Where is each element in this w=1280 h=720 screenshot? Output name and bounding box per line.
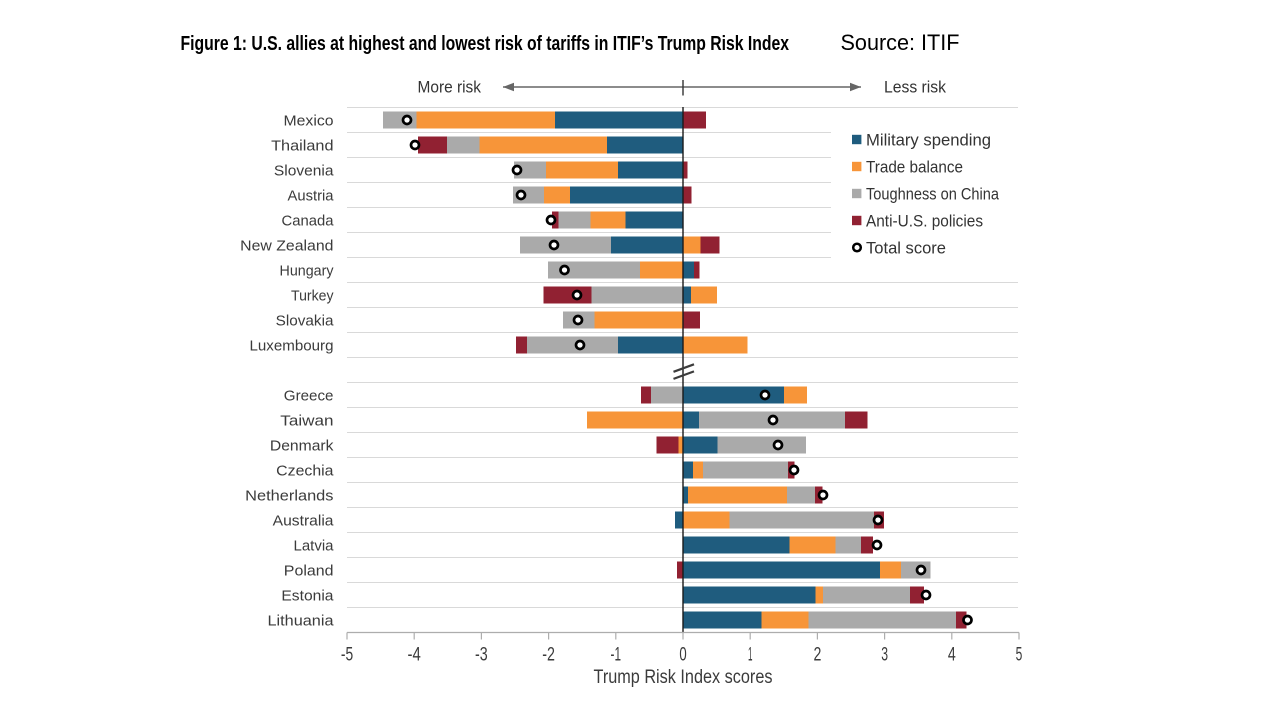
svg-text:Czechia: Czechia	[276, 462, 334, 479]
svg-text:2: 2	[813, 645, 821, 666]
svg-text:Trade balance: Trade balance	[866, 158, 963, 177]
svg-text:Total score: Total score	[866, 239, 946, 258]
svg-text:Austria: Austria	[288, 187, 335, 204]
svg-text:Latvia: Latvia	[294, 537, 335, 554]
svg-text:Denmark: Denmark	[270, 437, 334, 454]
svg-text:Trump Risk Index scores: Trump Risk Index scores	[594, 667, 773, 688]
svg-text:Australia: Australia	[273, 512, 334, 529]
svg-text:Slovakia: Slovakia	[276, 312, 334, 329]
svg-text:Greece: Greece	[284, 387, 334, 404]
svg-text:Lithuania: Lithuania	[268, 612, 335, 629]
svg-text:4: 4	[948, 645, 956, 666]
svg-text:-5: -5	[341, 645, 353, 666]
svg-text:New Zealand: New Zealand	[240, 237, 333, 254]
svg-text:1: 1	[748, 645, 753, 666]
svg-text:Canada: Canada	[282, 212, 335, 229]
svg-text:Turkey: Turkey	[291, 287, 334, 304]
svg-text:Toughness on China: Toughness on China	[866, 185, 999, 204]
svg-text:More risk: More risk	[418, 78, 482, 97]
svg-text:Taiwan: Taiwan	[280, 412, 333, 429]
svg-text:Military spending: Military spending	[866, 131, 991, 150]
svg-text:Netherlands: Netherlands	[245, 487, 333, 504]
svg-text:Source: ITIF: Source: ITIF	[841, 30, 960, 55]
svg-text:5: 5	[1016, 645, 1023, 666]
svg-text:Hungary: Hungary	[280, 262, 334, 279]
svg-text:Mexico: Mexico	[284, 112, 334, 129]
svg-text:Less risk: Less risk	[884, 78, 946, 97]
svg-text:-2: -2	[542, 645, 555, 666]
svg-text:Thailand: Thailand	[271, 137, 333, 154]
svg-text:0: 0	[679, 645, 686, 666]
svg-text:-4: -4	[408, 645, 422, 666]
svg-text:Figure 1: U.S. allies at highe: Figure 1: U.S. allies at highest and low…	[181, 33, 790, 55]
svg-text:Estonia: Estonia	[281, 587, 334, 604]
svg-text:-1: -1	[611, 645, 622, 666]
svg-text:-3: -3	[475, 645, 488, 666]
svg-text:Slovenia: Slovenia	[274, 162, 334, 179]
svg-text:3: 3	[881, 645, 888, 666]
svg-text:Poland: Poland	[284, 562, 334, 579]
svg-text:Luxembourg: Luxembourg	[250, 337, 334, 354]
svg-text:Anti-U.S. policies: Anti-U.S. policies	[866, 212, 983, 231]
